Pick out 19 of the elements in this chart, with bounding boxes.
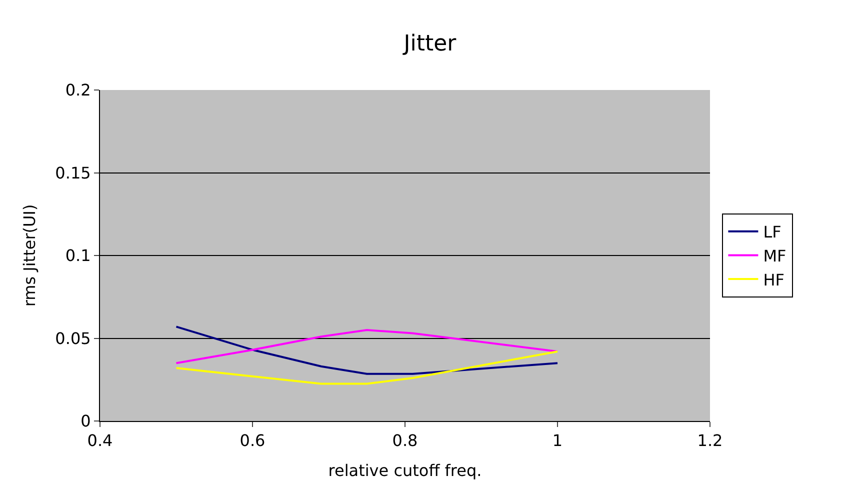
line-series — [175, 326, 558, 375]
y-axis-title: rms Jitter(UI) — [20, 204, 40, 307]
line-series — [175, 350, 558, 385]
x-tick-label: 0.8 — [392, 431, 418, 450]
x-tick-label: 0.6 — [240, 431, 266, 450]
legend-label: HF — [763, 270, 784, 290]
x-axis-title: relative cutoff freq. — [328, 460, 482, 480]
y-tick-label: 0.2 — [65, 80, 91, 100]
x-tick-label: 0.4 — [87, 431, 113, 450]
line-series — [175, 328, 558, 364]
y-tick-label: 0.15 — [55, 163, 91, 182]
legend-label: LF — [763, 222, 782, 242]
y-tick-label: 0 — [80, 412, 91, 431]
chart-title: Jitter — [402, 31, 458, 56]
x-tick-label: 1 — [552, 431, 563, 450]
x-tick-label: 1.2 — [697, 431, 723, 450]
y-tick-label: 0.1 — [65, 246, 91, 266]
y-tick-label: 0.05 — [55, 328, 91, 348]
legend-label: MF — [763, 246, 786, 266]
